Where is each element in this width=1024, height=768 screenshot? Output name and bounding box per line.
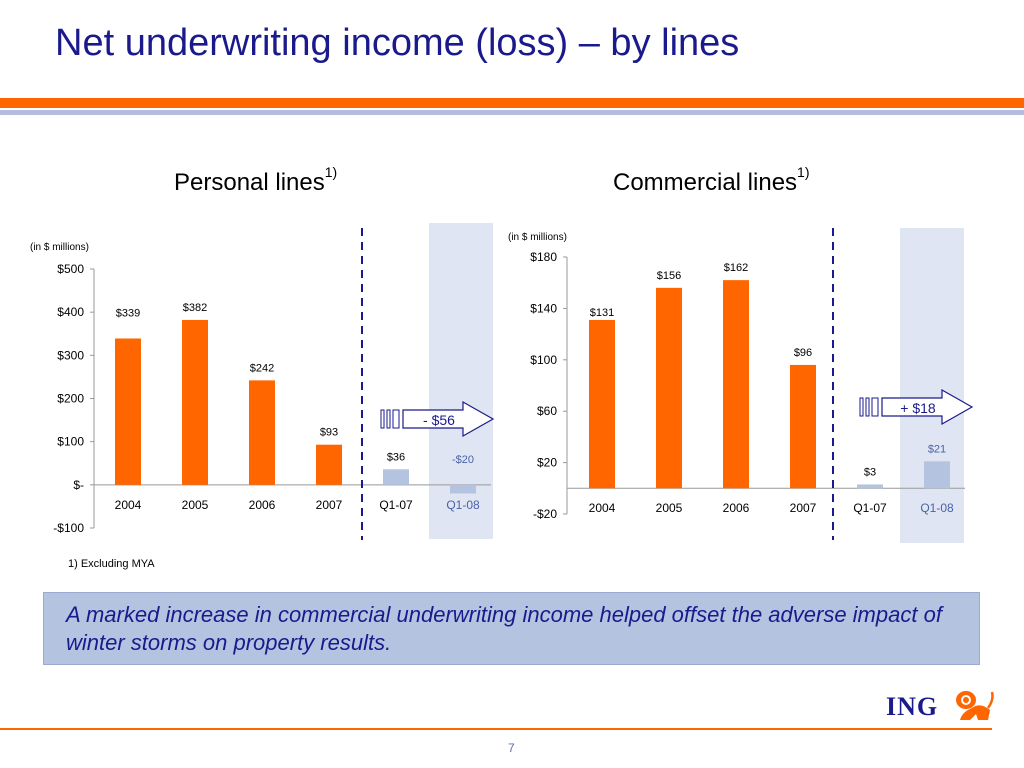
personal-value-label-2007: $93 — [320, 427, 338, 439]
logo-text: ING — [886, 692, 939, 721]
personal-lines-title-text: Personal lines — [174, 169, 325, 196]
personal-value-label-2004: $339 — [116, 307, 140, 319]
personal-y-tick-label: $300 — [57, 348, 84, 362]
personal-bar-2004 — [115, 338, 141, 485]
commercial-value-label-q1-07: $3 — [864, 466, 876, 478]
footnote: 1) Excluding MYA — [68, 558, 155, 570]
commercial-category-label-2007: 2007 — [790, 501, 817, 515]
commercial-arrow-stripe-1 — [859, 397, 864, 417]
commercial-y-tick-label: $20 — [537, 456, 557, 470]
personal-lines-title-note: 1) — [324, 164, 338, 180]
personal-value-label-q1-07: $36 — [387, 451, 405, 463]
commercial-bar-q1-07 — [857, 484, 883, 489]
personal-bar-2005 — [182, 319, 208, 485]
personal-arrow-stripe-1 — [380, 409, 385, 429]
slide-title: Net underwriting income (loss) – by line… — [55, 22, 740, 64]
commercial-value-label-2005: $156 — [657, 270, 681, 282]
commercial-value-label-2007: $96 — [794, 347, 812, 359]
commercial-unit-label: (in $ millions) — [508, 232, 567, 243]
commercial-y-tick-label: $140 — [530, 301, 557, 315]
page-number: 7 — [508, 741, 515, 755]
commercial-bar-2006 — [723, 280, 749, 489]
personal-y-tick-label: $400 — [57, 305, 84, 319]
commercial-y-tick-label: $180 — [530, 250, 557, 264]
lion-logo-icon — [956, 691, 994, 720]
personal-bar-q1-07 — [383, 469, 409, 485]
footer-rule — [0, 728, 992, 730]
commercial-category-label-2004: 2004 — [589, 501, 616, 515]
personal-category-label-2006: 2006 — [249, 498, 276, 512]
personal-category-label-2004: 2004 — [115, 498, 142, 512]
ing-logo: ING — [886, 686, 996, 726]
commercial-category-label-2006: 2006 — [723, 501, 750, 515]
commercial-change-annotation: + $18 — [900, 400, 936, 416]
personal-value-label-2005: $382 — [183, 302, 207, 314]
personal-bar-2006 — [249, 380, 275, 485]
personal-lines-title: Personal lines1) — [174, 164, 337, 197]
commercial-category-label-2005: 2005 — [656, 501, 683, 515]
commercial-bar-q1-08 — [924, 461, 950, 489]
callout-text: A marked increase in commercial underwri… — [66, 602, 942, 655]
personal-category-label-2005: 2005 — [182, 498, 209, 512]
personal-arrow-stripe-2 — [386, 409, 391, 429]
personal-category-label-q1-07: Q1-07 — [379, 498, 413, 512]
commercial-value-label-2004: $131 — [590, 307, 614, 319]
commercial-category-label-q1-08: Q1-08 — [920, 501, 954, 515]
personal-y-tick-label: $- — [73, 478, 84, 492]
commercial-value-label-q1-08: $21 — [928, 443, 946, 455]
header-blue-rule — [0, 110, 1024, 115]
commercial-lines-title-text: Commercial lines — [613, 169, 798, 196]
commercial-bar-2005 — [656, 287, 682, 489]
header-orange-rule — [0, 98, 1024, 108]
personal-bar-2007 — [316, 444, 342, 485]
personal-right-arrow-icon — [402, 400, 495, 438]
commercial-bar-2004 — [589, 319, 615, 489]
commercial-highlight-band — [900, 228, 964, 543]
commercial-arrow-stripe-2 — [865, 397, 870, 417]
commercial-arrow-stripe-3 — [871, 397, 879, 417]
commercial-right-arrow-icon — [881, 388, 974, 426]
callout-box: A marked increase in commercial underwri… — [43, 592, 980, 665]
commercial-lines-title: Commercial lines1) — [613, 164, 810, 197]
personal-unit-label: (in $ millions) — [30, 242, 89, 253]
personal-y-tick-label: $500 — [57, 262, 84, 276]
personal-y-tick-label: -$100 — [53, 521, 84, 535]
personal-category-label-q1-08: Q1-08 — [446, 498, 480, 512]
commercial-value-label-2006: $162 — [724, 262, 748, 274]
personal-y-tick-label: $200 — [57, 392, 84, 406]
commercial-y-tick-label: $60 — [537, 404, 557, 418]
commercial-category-label-q1-07: Q1-07 — [853, 501, 887, 515]
personal-category-label-2007: 2007 — [316, 498, 343, 512]
commercial-y-tick-label: -$20 — [533, 507, 557, 521]
personal-value-label-2006: $242 — [250, 362, 274, 374]
personal-y-tick-label: $100 — [57, 435, 84, 449]
personal-change-annotation: - $56 — [423, 412, 455, 428]
personal-value-label-q1-08: -$20 — [452, 454, 474, 466]
personal-arrow-stripe-3 — [392, 409, 400, 429]
personal-bar-q1-08 — [450, 484, 476, 494]
commercial-lines-title-note: 1) — [797, 164, 810, 180]
commercial-bar-2007 — [790, 364, 816, 489]
commercial-y-tick-label: $100 — [530, 353, 557, 367]
